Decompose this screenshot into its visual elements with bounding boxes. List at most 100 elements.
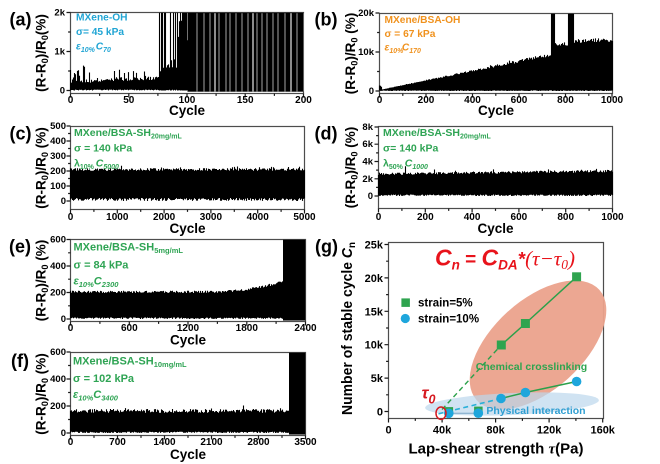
svg-text:0: 0: [68, 212, 74, 223]
svg-text:0: 0: [376, 212, 382, 223]
svg-text:(R-R0)/R0 (%): (R-R0)/R0 (%): [34, 240, 51, 322]
svg-text:σ= 140 kPa: σ= 140 kPa: [383, 143, 439, 155]
svg-text:400: 400: [50, 261, 66, 272]
svg-text:Lap-shear strength τ(Pa): Lap-shear strength τ(Pa): [409, 441, 584, 458]
svg-text:0: 0: [68, 95, 74, 106]
svg-text:1000: 1000: [601, 212, 624, 223]
svg-text:4000: 4000: [247, 212, 270, 223]
svg-text:(R-R0)/R0 (%): (R-R0)/R0 (%): [343, 13, 360, 95]
svg-text:600: 600: [50, 347, 66, 358]
svg-text:1200: 1200: [177, 323, 200, 334]
svg-text:0: 0: [61, 428, 66, 439]
svg-text:σ = 67 kPa: σ = 67 kPa: [385, 29, 436, 40]
svg-text:σ = 140 kPa: σ = 140 kPa: [74, 143, 132, 155]
svg-text:0: 0: [377, 407, 383, 419]
svg-text:5000: 5000: [293, 212, 316, 223]
svg-text:Cycle: Cycle: [478, 103, 515, 118]
svg-text:4k: 4k: [362, 157, 373, 168]
svg-text:20k: 20k: [358, 8, 375, 19]
svg-text:strain=5%: strain=5%: [418, 298, 473, 310]
svg-text:2100: 2100: [200, 437, 223, 448]
svg-text:100: 100: [179, 95, 196, 106]
svg-text:120k: 120k: [537, 425, 562, 437]
svg-text:200: 200: [50, 288, 66, 299]
svg-text:Cycle: Cycle: [477, 221, 514, 236]
svg-text:800: 800: [557, 95, 574, 106]
svg-text:(d): (d): [315, 124, 338, 144]
svg-text:(f): (f): [11, 351, 29, 371]
svg-text:MXene/BSA-OH: MXene/BSA-OH: [385, 15, 461, 26]
svg-text:15k: 15k: [365, 306, 384, 318]
svg-text:Cycle: Cycle: [169, 221, 206, 236]
svg-text:Chemical crosslinking: Chemical crosslinking: [476, 361, 587, 373]
svg-text:2000: 2000: [153, 212, 176, 223]
svg-text:100: 100: [50, 181, 66, 192]
svg-text:40k: 40k: [433, 425, 452, 437]
svg-text:MXene-OH: MXene-OH: [76, 13, 128, 24]
svg-text:(e): (e): [9, 237, 31, 257]
svg-text:600: 600: [511, 95, 528, 106]
svg-text:σ = 84 kPa: σ = 84 kPa: [74, 260, 130, 272]
svg-text:200: 200: [418, 95, 435, 106]
svg-text:0: 0: [377, 95, 383, 106]
svg-text:600: 600: [121, 323, 138, 334]
svg-text:10k: 10k: [358, 47, 375, 58]
svg-text:3500: 3500: [294, 437, 317, 448]
svg-text:1400: 1400: [153, 437, 176, 448]
svg-text:1000: 1000: [601, 95, 624, 106]
svg-text:0: 0: [68, 323, 74, 334]
svg-text:0: 0: [61, 314, 66, 325]
svg-text:2800: 2800: [247, 437, 270, 448]
svg-text:10k: 10k: [365, 340, 384, 352]
svg-text:800: 800: [557, 212, 574, 223]
svg-text:150: 150: [237, 95, 254, 106]
svg-text:50: 50: [123, 95, 135, 106]
svg-text:0: 0: [68, 437, 74, 448]
svg-text:600: 600: [50, 235, 66, 246]
svg-text:700: 700: [109, 437, 126, 448]
svg-text:2400: 2400: [294, 323, 317, 334]
svg-text:(R-R0)/R0(%): (R-R0)/R0(%): [34, 14, 51, 92]
svg-text:400: 400: [464, 212, 481, 223]
svg-text:0: 0: [368, 191, 373, 202]
svg-text:2k: 2k: [54, 8, 65, 19]
svg-text:0: 0: [60, 86, 65, 97]
svg-text:400: 400: [464, 95, 481, 106]
svg-text:Physical interaction: Physical interaction: [486, 405, 585, 417]
svg-text:160k: 160k: [590, 425, 615, 437]
svg-text:200: 200: [50, 166, 66, 177]
svg-text:400: 400: [50, 374, 66, 385]
svg-text:(g): (g): [315, 237, 338, 257]
svg-text:6k: 6k: [362, 139, 373, 150]
svg-text:2k: 2k: [362, 174, 373, 185]
svg-text:0: 0: [369, 86, 374, 97]
svg-text:500: 500: [50, 121, 66, 132]
svg-text:Cycle: Cycle: [170, 333, 207, 348]
svg-text:300: 300: [50, 151, 66, 162]
svg-text:(R-R0)/R0 (%): (R-R0)/R0 (%): [343, 127, 360, 209]
svg-text:200: 200: [417, 212, 434, 223]
svg-text:400: 400: [50, 136, 66, 147]
svg-text:Cycle: Cycle: [169, 103, 206, 118]
svg-text:3000: 3000: [200, 212, 223, 223]
svg-text:(R-R0)/R0 (%): (R-R0)/R0 (%): [34, 127, 51, 209]
svg-text:(c): (c): [10, 124, 32, 144]
svg-text:20k: 20k: [365, 273, 384, 285]
svg-text:σ= 45 kPa: σ= 45 kPa: [76, 27, 124, 38]
svg-text:200: 200: [50, 401, 66, 412]
svg-text:1000: 1000: [106, 212, 129, 223]
svg-text:600: 600: [511, 212, 528, 223]
svg-text:(b): (b): [315, 10, 338, 30]
svg-text:Cycle: Cycle: [170, 447, 207, 462]
svg-text:0: 0: [385, 425, 391, 437]
svg-text:1k: 1k: [54, 47, 65, 58]
svg-text:0: 0: [61, 196, 66, 207]
svg-text:200: 200: [295, 95, 312, 106]
svg-text:8k: 8k: [362, 122, 373, 133]
svg-text:σ = 102 kPa: σ = 102 kPa: [73, 373, 135, 385]
svg-text:(a): (a): [10, 10, 32, 30]
svg-text:25k: 25k: [365, 240, 384, 252]
svg-text:1800: 1800: [236, 323, 259, 334]
svg-text:5k: 5k: [371, 373, 384, 385]
svg-text:80k: 80k: [486, 425, 505, 437]
